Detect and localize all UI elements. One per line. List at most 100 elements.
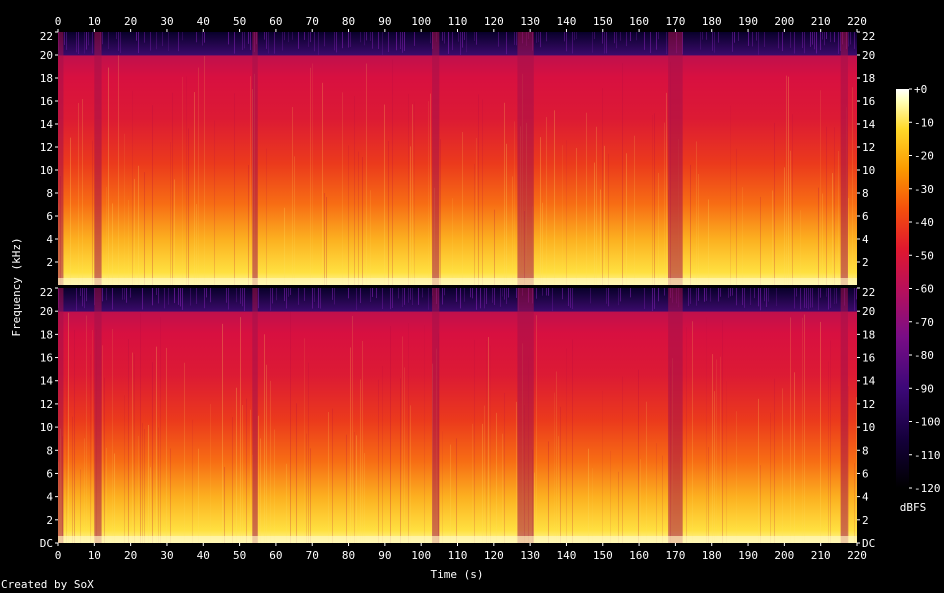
- high-freq-streak: [276, 288, 277, 301]
- spectral-streak: [726, 381, 727, 543]
- high-freq-streak: [764, 288, 765, 302]
- high-freq-streak: [334, 288, 335, 305]
- spectral-streak: [250, 409, 251, 543]
- high-freq-streak: [102, 288, 103, 302]
- y-tick-label: 22: [40, 30, 53, 43]
- high-freq-streak: [654, 288, 655, 309]
- high-freq-streak: [288, 32, 289, 43]
- spectral-streak: [92, 140, 93, 285]
- high-freq-streak: [458, 32, 459, 42]
- high-freq-streak: [332, 288, 333, 300]
- high-freq-streak: [830, 288, 831, 309]
- high-freq-streak: [228, 32, 229, 45]
- spectral-streak: [198, 448, 199, 543]
- high-freq-streak: [348, 288, 349, 299]
- high-freq-streak: [370, 32, 371, 41]
- colorbar-tick-label: -40: [914, 216, 934, 229]
- spectral-streak: [174, 179, 175, 285]
- spectral-streak: [248, 164, 249, 285]
- spectral-streak: [306, 433, 307, 543]
- high-freq-streak: [810, 32, 811, 47]
- high-freq-streak: [644, 288, 645, 309]
- spectral-streak: [270, 380, 271, 543]
- spectral-streak: [366, 63, 367, 285]
- spectral-streak: [170, 448, 171, 543]
- quiet-segment: [252, 288, 258, 543]
- y-tick-label: 14: [40, 375, 54, 388]
- spectral-streak: [666, 92, 667, 285]
- high-freq-streak: [718, 288, 719, 302]
- spectral-streak: [428, 101, 429, 285]
- high-freq-streak: [822, 32, 823, 40]
- spectral-streak: [608, 153, 609, 285]
- spectral-streak: [658, 172, 659, 285]
- high-freq-streak: [456, 288, 457, 302]
- spectral-streak: [476, 138, 477, 285]
- y-tick-label-right: 20: [862, 49, 875, 62]
- high-freq-streak: [572, 288, 573, 309]
- high-freq-streak: [282, 32, 283, 51]
- spectral-streak: [112, 328, 113, 543]
- high-freq-streak: [408, 288, 409, 303]
- high-freq-streak: [360, 288, 361, 304]
- y-tick-label-right: 10: [862, 421, 875, 434]
- high-freq-streak: [744, 288, 745, 308]
- spectral-streak: [414, 101, 415, 285]
- high-freq-streak: [460, 288, 461, 309]
- high-freq-streak: [696, 288, 697, 306]
- high-freq-streak: [538, 32, 539, 43]
- spectral-streak: [802, 317, 803, 543]
- spectral-streak: [542, 202, 543, 285]
- spectral-streak: [586, 112, 587, 286]
- spectral-streak: [346, 434, 347, 543]
- high-freq-streak: [800, 288, 801, 310]
- spectral-streak: [696, 141, 697, 285]
- spectral-streak: [186, 76, 187, 285]
- spectral-streak: [326, 196, 327, 285]
- y-tick-label: 22: [40, 286, 53, 299]
- high-freq-streak: [196, 288, 197, 304]
- high-freq-streak: [802, 32, 803, 49]
- spectral-streak: [488, 337, 489, 543]
- high-freq-streak: [156, 32, 157, 50]
- high-freq-streak: [444, 288, 445, 296]
- spectral-streak: [156, 346, 157, 543]
- spectral-streak: [826, 126, 827, 285]
- high-freq-streak: [730, 288, 731, 297]
- spectral-streak: [562, 145, 563, 285]
- high-freq-streak: [244, 288, 245, 312]
- spectral-streak: [138, 165, 139, 285]
- high-freq-streak: [284, 32, 285, 41]
- y-tick-label-right: 4: [862, 491, 869, 504]
- spectral-streak: [714, 391, 715, 543]
- high-freq-streak: [428, 288, 429, 310]
- y-tick-label-right: 18: [862, 72, 875, 85]
- y-tick-label-right: 16: [862, 352, 875, 365]
- spectral-streak: [820, 90, 821, 286]
- high-freq-streak: [472, 288, 473, 299]
- high-freq-streak: [714, 32, 715, 53]
- spectral-streak: [310, 67, 311, 285]
- spectral-streak: [92, 329, 93, 543]
- high-freq-streak: [228, 288, 229, 310]
- spectrogram-field: [58, 288, 857, 543]
- y-tick-label: DC: [40, 537, 53, 550]
- spectral-streak: [474, 339, 475, 543]
- spectral-streak: [540, 137, 541, 285]
- high-freq-streak: [460, 32, 461, 55]
- y-tick-label-right: DC: [862, 537, 875, 550]
- high-freq-streak: [700, 32, 701, 50]
- high-freq-streak: [476, 288, 477, 310]
- x-tick-label-top: 210: [811, 15, 831, 28]
- spectral-streak: [588, 448, 589, 543]
- spectral-streak: [196, 204, 197, 285]
- high-freq-streak: [752, 32, 753, 47]
- spectral-streak: [140, 313, 141, 543]
- high-freq-streak: [152, 288, 153, 306]
- high-freq-streak: [448, 32, 449, 54]
- x-tick-label-top: 180: [702, 15, 722, 28]
- high-freq-streak: [704, 288, 705, 302]
- spectral-streak: [382, 366, 383, 543]
- y-tick-label: 14: [40, 118, 54, 131]
- high-freq-streak: [826, 288, 827, 297]
